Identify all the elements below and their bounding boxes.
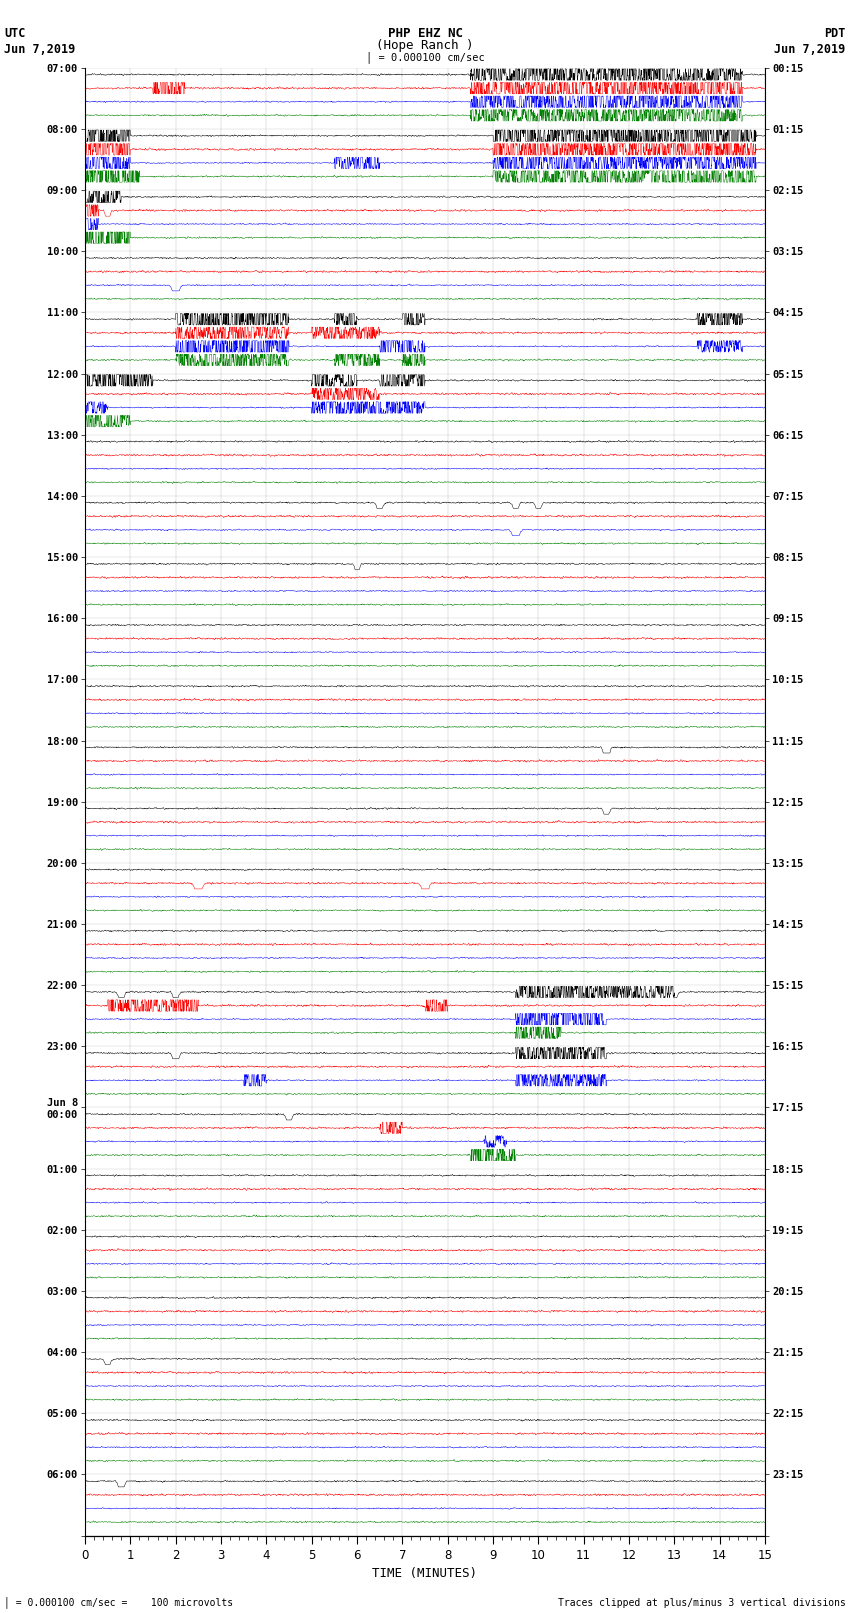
Text: PHP EHZ NC: PHP EHZ NC bbox=[388, 27, 462, 40]
Text: Jun 7,2019: Jun 7,2019 bbox=[774, 44, 846, 56]
Text: │ = 0.000100 cm/sec =    100 microvolts: │ = 0.000100 cm/sec = 100 microvolts bbox=[4, 1597, 234, 1608]
X-axis label: TIME (MINUTES): TIME (MINUTES) bbox=[372, 1568, 478, 1581]
Text: UTC: UTC bbox=[4, 27, 26, 40]
Text: │ = 0.000100 cm/sec: │ = 0.000100 cm/sec bbox=[366, 52, 484, 63]
Text: Jun 7,2019: Jun 7,2019 bbox=[4, 44, 76, 56]
Text: (Hope Ranch ): (Hope Ranch ) bbox=[377, 39, 473, 52]
Text: PDT: PDT bbox=[824, 27, 846, 40]
Text: Traces clipped at plus/minus 3 vertical divisions: Traces clipped at plus/minus 3 vertical … bbox=[558, 1598, 846, 1608]
